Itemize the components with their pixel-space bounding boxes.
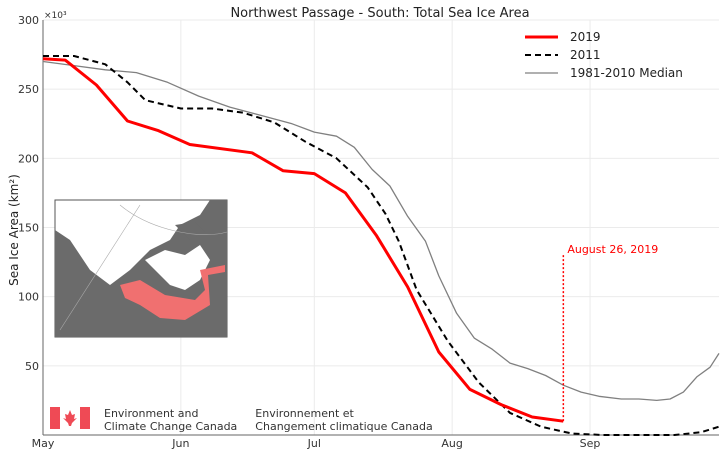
series-line-2019 (42, 57, 564, 423)
logo-en-1: Environment and (104, 407, 199, 420)
legend-label: 1981-2010 Median (570, 66, 683, 80)
y-multiplier: ×10³ (44, 11, 67, 21)
y-tick-label: 300 (18, 14, 39, 27)
legend-label: 2011 (570, 48, 601, 62)
y-tick-label: 150 (18, 222, 39, 235)
y-axis-label: Sea Ice Area (km²) (7, 174, 21, 286)
legend-label: 2019 (570, 30, 601, 44)
series-line-1981-2010-median (42, 60, 720, 402)
y-tick-label: 200 (18, 152, 39, 165)
x-tick-label: Sep (580, 437, 601, 450)
y-tick-label: 250 (18, 83, 39, 96)
x-tick-label: May (32, 437, 55, 450)
series-line-2011 (43, 55, 720, 436)
eccc-logo: Environment and Climate Change Canada Env… (50, 407, 451, 433)
y-tick-label: 50 (25, 360, 39, 373)
x-tick-label: Jul (307, 437, 321, 450)
annotation-label: August 26, 2019 (567, 243, 658, 256)
canada-flag-icon (50, 407, 90, 429)
chart-title: Northwest Passage - South: Total Sea Ice… (230, 6, 529, 21)
logo-fr-1: Environnement et (255, 407, 354, 420)
inset-map (54, 199, 228, 338)
logo-fr-2: Changement climatique Canada (255, 420, 433, 433)
y-tick-label: 100 (18, 291, 39, 304)
x-tick-label: Aug (441, 437, 462, 450)
x-tick-label: Jun (171, 437, 189, 450)
logo-en-2: Climate Change Canada (104, 420, 238, 433)
